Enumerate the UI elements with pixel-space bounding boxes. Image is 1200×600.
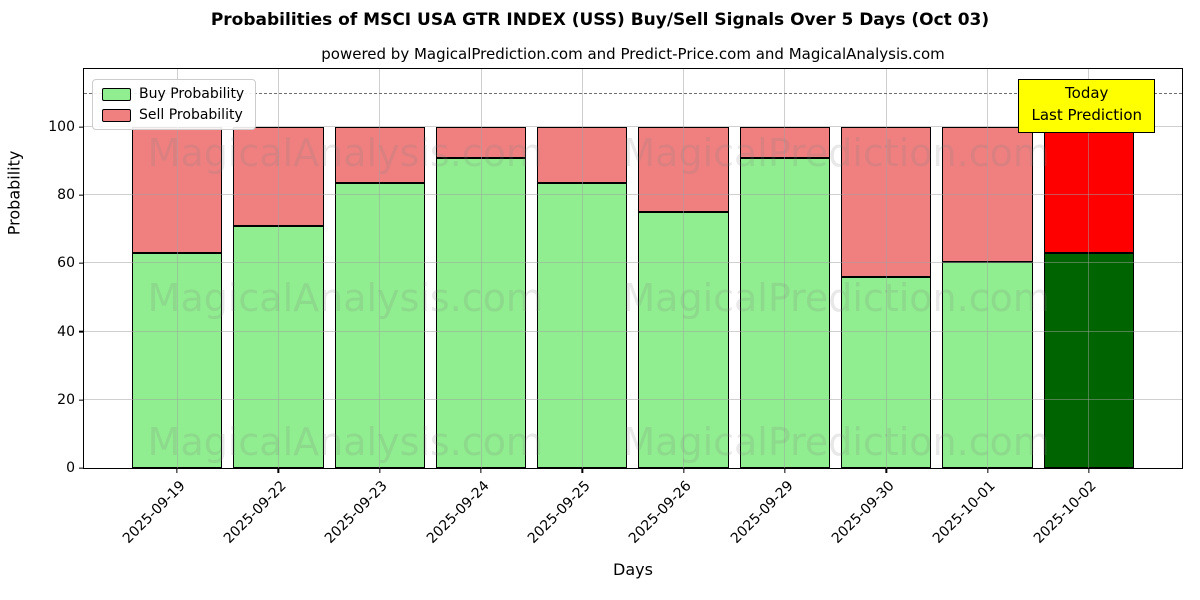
legend-label: Buy Probability: [139, 86, 245, 102]
bar-2025-09-23: [334, 127, 425, 468]
xtick-slot-2025-09-30: 2025-09-30: [829, 468, 931, 558]
y-tick-mark: [79, 467, 84, 469]
x-tick-label: 2025-09-24: [423, 478, 493, 547]
bar-2025-10-01: [942, 127, 1033, 468]
x-tick-label: 2025-09-26: [626, 478, 695, 547]
x-tick-label: 2025-10-01: [929, 478, 999, 547]
bar-2025-09-30: [841, 126, 932, 468]
bar-segment-sell-2025-09-24: [435, 127, 527, 158]
bar-2025-09-26: [638, 127, 729, 468]
xtick-slot-2025-09-22: 2025-09-22: [221, 468, 323, 558]
x-tick-mark: [986, 468, 989, 473]
bar-segment-sell-2025-09-23: [334, 127, 425, 184]
today-annotation-line2: Last Prediction: [1031, 105, 1142, 124]
legend-label: Sell Probability: [139, 107, 243, 123]
y-axis-label: Probability: [4, 150, 24, 236]
bar-2025-09-25: [537, 127, 628, 468]
bar-segment-buy-2025-09-23: [334, 183, 425, 468]
bar-2025-09-29: [739, 127, 831, 468]
today-annotation-line1: Today: [1065, 84, 1109, 102]
legend: Buy Probability Sell Probability: [92, 79, 257, 130]
x-tick-label: 2025-09-29: [727, 478, 797, 547]
today-annotation: Today Last Prediction: [1018, 79, 1155, 133]
chart-subtitle: powered by MagicalPrediction.com and Pre…: [321, 45, 945, 63]
y-tick-label-80: 80: [57, 187, 75, 204]
bar-segment-buy-2025-10-02: [1043, 253, 1134, 468]
bar-segment-buy-2025-09-26: [638, 212, 729, 468]
x-tick-mark: [581, 468, 583, 473]
y-tick-label-20: 20: [57, 391, 75, 408]
legend-swatch: [102, 87, 131, 101]
y-tick-mark: [79, 399, 84, 401]
bar-segment-sell-2025-09-25: [537, 127, 628, 184]
bar-2025-09-19: [132, 127, 223, 468]
bar-segment-buy-2025-10-01: [942, 261, 1033, 468]
x-tick-label: 2025-09-22: [220, 478, 290, 547]
x-axis-ticks: 2025-09-19 2025-09-22 2025-09-23 2025-09-24…: [84, 468, 1182, 558]
bar-2025-09-24: [435, 127, 527, 468]
y-tick-label-100: 100: [48, 118, 75, 135]
xtick-slot-2025-09-25: 2025-09-25: [525, 468, 627, 558]
bar-segment-buy-2025-09-22: [233, 225, 324, 468]
xtick-slot-2025-09-23: 2025-09-23: [322, 468, 425, 558]
bar-segment-buy-2025-09-24: [435, 157, 527, 468]
x-tick-label: 2025-09-19: [119, 478, 189, 547]
x-tick-label: 2025-09-30: [828, 478, 898, 547]
x-tick-mark: [1088, 468, 1090, 473]
legend-item-sell: Sell Probability: [102, 108, 244, 122]
xtick-slot-2025-09-26: 2025-09-26: [626, 468, 728, 558]
bar-2025-10-02: [1043, 127, 1134, 468]
y-tick-mark: [79, 262, 84, 265]
x-tick-mark: [176, 468, 178, 473]
x-tick-mark: [277, 468, 280, 473]
bar-segment-buy-2025-09-29: [739, 157, 831, 468]
xtick-slot-2025-09-24: 2025-09-24: [424, 468, 526, 558]
bar-segment-buy-2025-09-30: [841, 277, 932, 468]
x-tick-mark: [784, 468, 786, 473]
bar-segment-sell-2025-09-22: [233, 127, 324, 226]
x-tick-label: 2025-10-02: [1031, 478, 1101, 547]
y-tick-mark: [79, 126, 84, 128]
x-tick-mark: [885, 468, 887, 473]
x-tick-mark: [480, 468, 482, 473]
bar-segment-sell-2025-10-01: [942, 127, 1033, 262]
xtick-slot-2025-10-01: 2025-10-01: [930, 468, 1032, 558]
bar-segment-buy-2025-09-19: [132, 253, 223, 468]
bar-segment-buy-2025-09-25: [537, 183, 628, 468]
bar-segment-sell-2025-09-30: [841, 126, 932, 278]
y-tick-label-0: 0: [66, 460, 75, 476]
legend-item-buy: Buy Probability: [102, 87, 244, 101]
xtick-slot-2025-10-02: 2025-10-02: [1031, 468, 1134, 558]
bar-segment-sell-2025-09-19: [132, 127, 223, 254]
bar-2025-09-22: [233, 127, 324, 468]
plot-area: Buy Probability Sell Probability Today La…: [48, 68, 1183, 547]
x-axis-label: Days: [613, 560, 653, 579]
y-tick-mark: [79, 194, 84, 196]
x-tick-label: 2025-09-25: [524, 478, 594, 547]
legend-swatch: [102, 108, 131, 122]
xtick-slot-2025-09-19: 2025-09-19: [120, 468, 222, 558]
chart-title: Probabilities of MSCI USA GTR INDEX (USS…: [210, 10, 990, 30]
bar-segment-sell-2025-10-02: [1043, 127, 1134, 254]
x-tick-mark: [379, 468, 381, 473]
y-tick-label-40: 40: [57, 323, 75, 340]
xtick-slot-2025-09-29: 2025-09-29: [727, 468, 830, 558]
bar-segment-sell-2025-09-26: [638, 127, 729, 213]
bar-segment-sell-2025-09-29: [739, 127, 831, 158]
x-tick-mark: [682, 468, 685, 473]
x-tick-label: 2025-09-23: [322, 478, 392, 547]
y-tick-label-60: 60: [57, 255, 75, 272]
y-tick-mark: [79, 330, 84, 333]
